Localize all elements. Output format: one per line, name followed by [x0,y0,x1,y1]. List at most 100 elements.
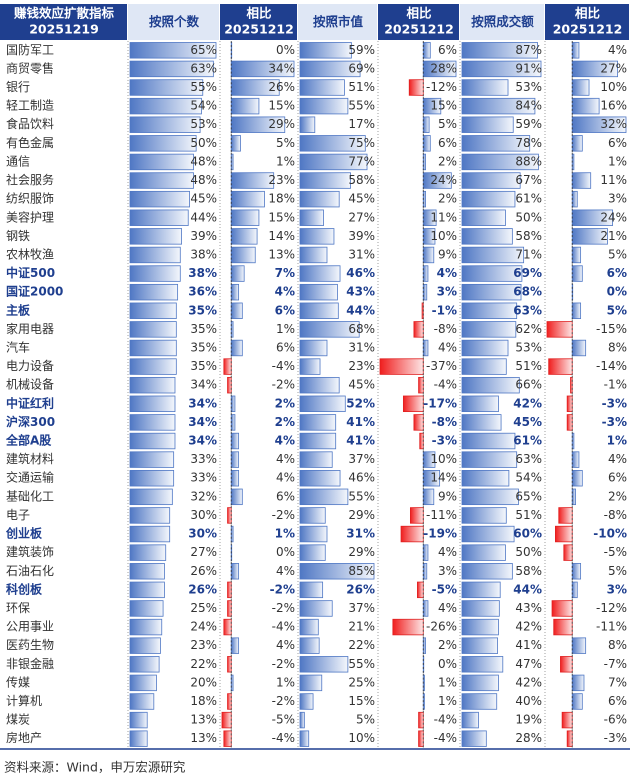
cell-value: 33% [190,471,217,485]
row-label: 医药生物 [6,638,54,652]
data-bar [299,283,338,301]
data-bar [230,190,265,208]
data-bar [230,432,240,450]
data-bar [571,674,585,692]
cell-value: 2% [438,192,457,206]
cell-value: 67% [515,173,542,187]
row-label: 有色金属 [6,135,54,150]
cell-value: 55% [190,80,217,94]
row-label: 计算机 [6,693,42,708]
row-label: 美容护理 [6,209,54,224]
cell-value: 8% [608,638,627,652]
data-bar [571,42,580,59]
header-text: 按照个数 [149,14,200,29]
cell-value: 2% [275,415,295,429]
row-label: 中证500 [6,265,55,280]
header-cell [378,4,459,40]
data-bar [422,116,430,133]
data-bar [560,656,573,673]
data-bar [129,637,161,654]
data-bar [566,730,573,747]
cell-value: 14% [430,471,457,485]
cell-value: 1% [276,322,295,336]
cell-value: 6% [276,340,295,354]
cell-value: 4% [608,452,627,466]
data-bar [299,153,368,171]
data-bar [558,507,573,524]
data-bar [553,618,573,636]
cell-value: -5% [604,545,627,559]
cell-value: 22% [190,657,217,671]
row-label: 房地产 [6,730,42,745]
cell-value: 59% [515,117,542,131]
cell-value: 5% [438,117,457,131]
cell-value: 10% [430,452,457,466]
cell-value: 24% [190,620,217,634]
cell-value: -3% [602,415,627,429]
cell-value: 42% [515,675,542,689]
data-bar [129,358,177,375]
row-label: 基础化工 [6,489,54,503]
data-bar [571,97,600,115]
data-bar [422,600,429,617]
cell-value: 5% [608,564,627,578]
data-bar [129,172,194,189]
data-bar [461,283,522,301]
cell-value: 58% [515,564,542,578]
cell-value: 9% [438,489,457,503]
data-bar [571,693,583,710]
data-bar [299,135,366,152]
data-bar [422,488,435,506]
data-bar [548,358,573,375]
cell-value: 6% [438,43,457,57]
cell-value: -6% [604,713,627,727]
cell-value: 32% [600,117,627,131]
cell-value: 50% [515,210,542,224]
cell-value: 33% [190,452,217,466]
data-bar [129,618,163,636]
header-text: 按照市值 [313,14,364,29]
data-bar [230,339,243,357]
row-label: 国证2000 [6,285,63,299]
cell-value: 45% [190,192,217,206]
data-bar [461,618,499,636]
cell-value: 15% [268,210,295,224]
cell-value: 28% [515,731,542,745]
data-bar [461,656,504,673]
data-bar [230,228,258,245]
cell-value: 0% [438,657,457,671]
data-bar [461,581,501,599]
cell-value: 45% [348,192,375,206]
data-bar [299,693,314,710]
cell-value: 13% [190,713,217,727]
data-bar [230,395,236,413]
cell-value: 44% [190,210,217,224]
data-bar [461,321,517,338]
cell-value: 24% [430,173,457,187]
cell-value: 71% [515,247,542,261]
header-text: 相比 [246,6,272,21]
data-bar [461,563,513,580]
data-bar [461,414,502,431]
cell-value: 4% [608,43,627,57]
data-bar [400,525,424,543]
row-label: 交通运输 [6,470,54,485]
cell-value: 17% [348,117,375,131]
cell-value: 53% [190,117,217,131]
data-bar [223,730,232,747]
cell-value: 26% [268,80,295,94]
cell-value: 41% [346,434,375,448]
cell-value: 39% [348,229,375,243]
cell-value: 1% [607,434,627,448]
data-bar [299,116,316,133]
cell-value: 0% [607,285,627,299]
data-bar [461,637,498,654]
data-bar [422,135,431,152]
cell-value: 4% [438,340,457,354]
data-bar [129,135,197,152]
cell-value: 1% [438,694,457,708]
cell-value: 63% [190,61,217,75]
data-bar [230,470,240,487]
cell-value: 66% [515,378,542,392]
